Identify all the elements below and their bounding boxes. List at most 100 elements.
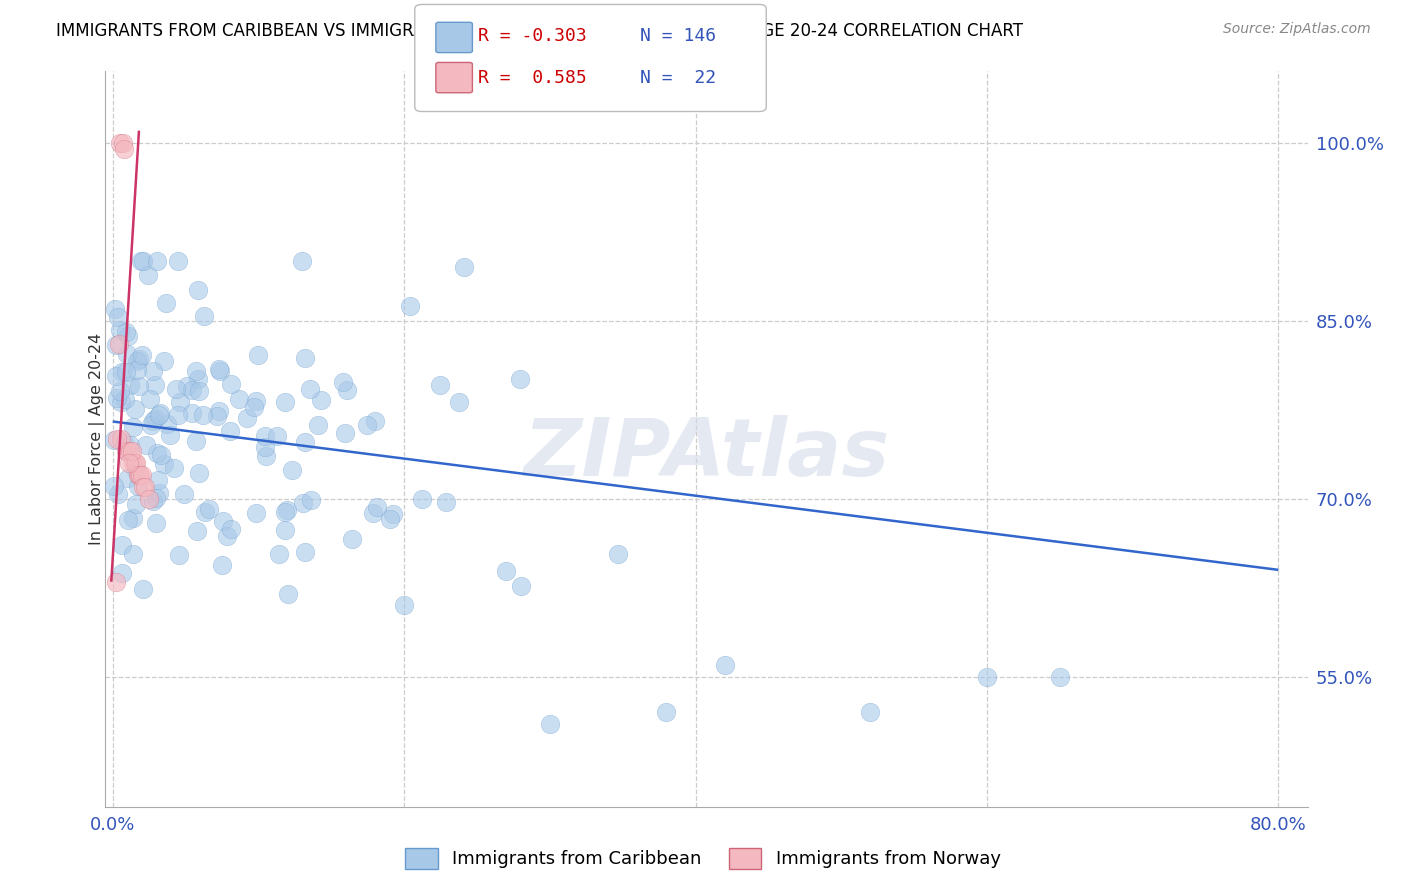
Point bbox=[114, 392, 136, 406]
Point bbox=[184, 364, 207, 378]
Point bbox=[143, 412, 166, 426]
Point bbox=[340, 532, 363, 546]
Point bbox=[134, 480, 156, 494]
Point bbox=[228, 392, 250, 407]
Point bbox=[181, 406, 204, 420]
Point bbox=[277, 586, 299, 600]
Point bbox=[176, 378, 198, 392]
Point bbox=[145, 445, 167, 459]
Point bbox=[107, 310, 129, 324]
Point bbox=[366, 500, 388, 515]
Point bbox=[976, 670, 998, 684]
Point bbox=[169, 395, 191, 409]
Point bbox=[253, 440, 276, 454]
Point bbox=[294, 545, 316, 559]
Point bbox=[336, 384, 359, 398]
Point bbox=[125, 362, 148, 376]
Point bbox=[112, 435, 135, 450]
Point bbox=[105, 433, 128, 447]
Point bbox=[110, 394, 132, 409]
Point bbox=[166, 408, 188, 422]
Point bbox=[149, 448, 172, 462]
Point bbox=[429, 378, 451, 392]
Point bbox=[121, 419, 143, 434]
Text: R =  0.585: R = 0.585 bbox=[478, 69, 586, 87]
Point bbox=[191, 409, 214, 423]
Point bbox=[307, 418, 329, 433]
Text: Source: ZipAtlas.com: Source: ZipAtlas.com bbox=[1223, 22, 1371, 37]
Point bbox=[333, 426, 356, 441]
Point bbox=[276, 502, 298, 516]
Point bbox=[380, 512, 402, 526]
Point bbox=[127, 467, 149, 482]
Point bbox=[125, 354, 148, 368]
Point bbox=[122, 547, 145, 561]
Point bbox=[207, 409, 229, 424]
Point bbox=[361, 506, 384, 520]
Point bbox=[115, 444, 138, 458]
Point bbox=[294, 351, 316, 365]
Point bbox=[219, 376, 242, 391]
Point bbox=[111, 538, 134, 552]
Point bbox=[107, 487, 129, 501]
Point bbox=[146, 254, 169, 268]
Point bbox=[187, 283, 209, 297]
Point bbox=[453, 260, 475, 274]
Point bbox=[274, 523, 297, 537]
Point bbox=[108, 136, 131, 150]
Point bbox=[117, 513, 139, 527]
Point bbox=[294, 435, 316, 450]
Point bbox=[273, 505, 295, 519]
Point bbox=[108, 323, 131, 337]
Point bbox=[105, 338, 128, 352]
Point bbox=[111, 365, 134, 379]
Point bbox=[356, 417, 378, 432]
Point bbox=[212, 514, 235, 528]
Point bbox=[103, 478, 125, 492]
Point bbox=[245, 506, 267, 520]
Point bbox=[132, 582, 155, 596]
Point bbox=[181, 383, 204, 397]
Point bbox=[111, 136, 134, 150]
Point bbox=[163, 461, 186, 475]
Point bbox=[131, 348, 153, 362]
Point bbox=[153, 457, 176, 471]
Text: ZIPAtlas: ZIPAtlas bbox=[523, 415, 890, 493]
Point bbox=[136, 268, 159, 283]
Point bbox=[129, 467, 152, 482]
Point bbox=[124, 456, 146, 470]
Point bbox=[145, 516, 167, 530]
Point bbox=[122, 456, 145, 470]
Point bbox=[121, 444, 143, 458]
Text: IMMIGRANTS FROM CARIBBEAN VS IMMIGRANTS FROM NORWAY IN LABOR FORCE | AGE 20-24 C: IMMIGRANTS FROM CARIBBEAN VS IMMIGRANTS … bbox=[56, 22, 1024, 40]
Point bbox=[188, 466, 211, 480]
Point bbox=[129, 254, 152, 268]
Text: R = -0.303: R = -0.303 bbox=[478, 27, 586, 45]
Point bbox=[142, 364, 165, 378]
Point bbox=[495, 564, 517, 578]
Point bbox=[128, 467, 150, 482]
Point bbox=[215, 529, 238, 543]
Point bbox=[538, 717, 561, 731]
Point bbox=[236, 411, 259, 425]
Point bbox=[148, 486, 170, 500]
Point bbox=[117, 444, 139, 458]
Point bbox=[103, 433, 125, 447]
Point bbox=[193, 309, 215, 323]
Point bbox=[197, 502, 219, 516]
Point bbox=[245, 394, 267, 409]
Point bbox=[127, 478, 149, 492]
Point bbox=[132, 480, 155, 494]
Point bbox=[219, 522, 242, 536]
Point bbox=[135, 438, 157, 452]
Point bbox=[607, 548, 630, 562]
Point bbox=[291, 254, 314, 268]
Point bbox=[125, 456, 148, 470]
Y-axis label: In Labor Force | Age 20-24: In Labor Force | Age 20-24 bbox=[89, 334, 105, 545]
Point bbox=[218, 424, 240, 438]
Point bbox=[138, 392, 160, 406]
Point bbox=[211, 558, 233, 572]
Point bbox=[115, 365, 138, 379]
Point bbox=[107, 337, 129, 351]
Point bbox=[111, 566, 134, 581]
